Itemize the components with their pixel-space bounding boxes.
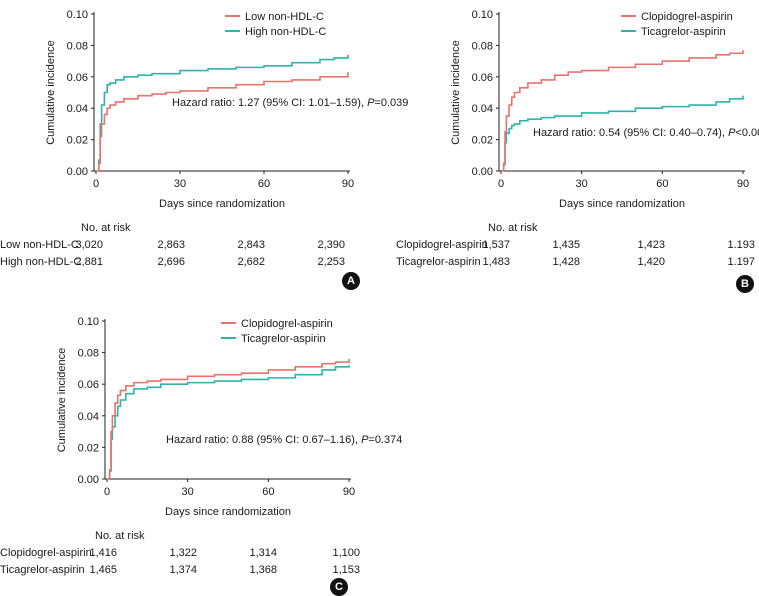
risk-value: 2,843 xyxy=(237,239,265,251)
risk-value: 1.193 xyxy=(727,239,755,251)
y-tick-label: 0.04 xyxy=(78,411,99,423)
risk-value: 1,483 xyxy=(482,256,510,268)
legend-label: Clopidogrel-aspirin xyxy=(241,318,333,330)
legend-label: Ticagrelor-aspirin xyxy=(241,333,326,345)
risk-value: 1,100 xyxy=(332,547,360,559)
x-tick-label: 90 xyxy=(343,486,355,498)
risk-value: 1,374 xyxy=(169,564,197,576)
risk-row-label: Clopidogrel-aspirin xyxy=(396,239,488,251)
risk-value: 3,020 xyxy=(75,239,103,251)
x-tick-label: 0 xyxy=(104,486,110,498)
risk-value: 1,416 xyxy=(89,547,117,559)
risk-row-label: Clopidogrel-aspirin xyxy=(0,547,92,559)
risk-table-title: No. at risk xyxy=(95,530,145,542)
panel-label-badge: A xyxy=(342,272,360,290)
series-line xyxy=(107,358,350,480)
panel-label-badge: B xyxy=(736,275,754,293)
risk-value: 1,428 xyxy=(552,256,580,268)
risk-value: 1,368 xyxy=(249,564,277,576)
panel-label-badge: C xyxy=(330,578,348,596)
risk-value: 2,253 xyxy=(317,256,345,268)
risk-value: 1,465 xyxy=(89,564,117,576)
risk-value: 2,881 xyxy=(75,256,103,268)
y-tick-label: 0.08 xyxy=(78,348,99,360)
risk-value: 1,153 xyxy=(332,564,360,576)
series-line xyxy=(107,365,350,480)
risk-row-label: High non-HDL-C xyxy=(0,256,82,268)
y-tick-label: 0.10 xyxy=(78,316,99,328)
risk-row-label: Ticagrelor-aspirin xyxy=(396,256,481,268)
risk-value: 1,314 xyxy=(249,547,277,559)
risk-value: 1,435 xyxy=(552,239,580,251)
risk-value: 1,322 xyxy=(169,547,197,559)
x-tick-label: 30 xyxy=(182,486,194,498)
risk-value: 2,696 xyxy=(157,256,185,268)
x-axis-label: Days since randomization xyxy=(165,506,291,518)
risk-value: 1,537 xyxy=(482,239,510,251)
risk-value: 2,390 xyxy=(317,239,345,251)
y-tick-label: 0.06 xyxy=(78,379,99,391)
risk-value: 2,863 xyxy=(157,239,185,251)
hazard-ratio-annotation: Hazard ratio: 0.88 (95% CI: 0.67–1.16), … xyxy=(166,434,402,446)
risk-table-title: No. at risk xyxy=(81,222,131,234)
risk-row-label: Low non-HDL-C xyxy=(0,239,79,251)
risk-value: 1,423 xyxy=(637,239,665,251)
risk-value: 2,682 xyxy=(237,256,265,268)
risk-value: 1.197 xyxy=(727,256,755,268)
risk-row-label: Ticagrelor-aspirin xyxy=(0,564,85,576)
y-tick-label: 0.00 xyxy=(78,474,99,486)
risk-value: 1,420 xyxy=(637,256,665,268)
y-axis-label: Cumulative incidence xyxy=(56,348,68,453)
y-tick-label: 0.02 xyxy=(78,442,99,454)
x-tick-label: 60 xyxy=(262,486,274,498)
risk-table-title: No. at risk xyxy=(488,222,538,234)
